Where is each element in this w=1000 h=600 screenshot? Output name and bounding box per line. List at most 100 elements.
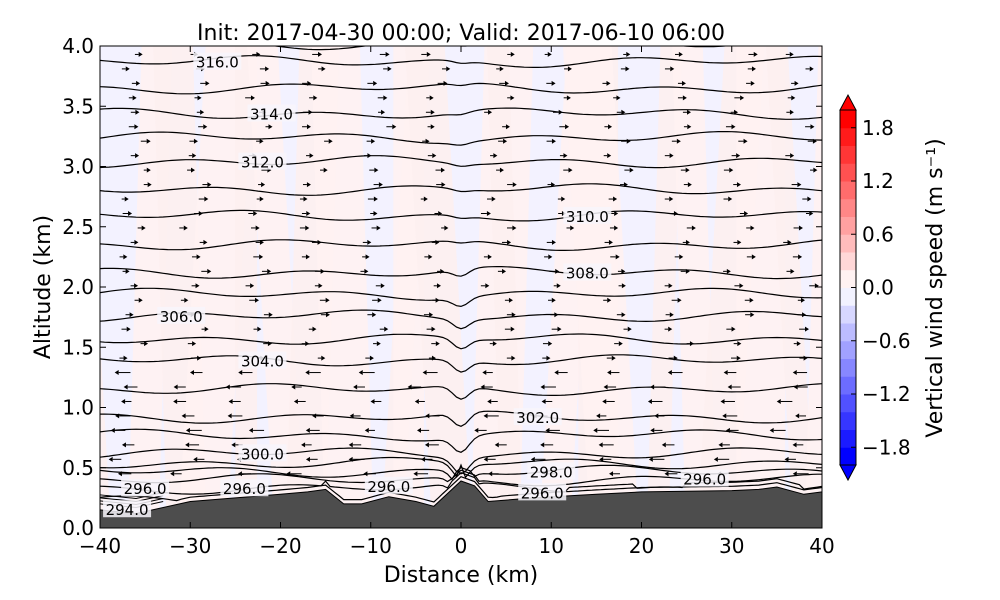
contour-label: 304.0 [241, 353, 284, 371]
wind-arrow-head [739, 283, 744, 289]
contour-line-302 [100, 410, 822, 427]
y-tick-label: 3.5 [62, 94, 94, 118]
wind-arrow-head [673, 355, 678, 361]
wind-arrow-head [540, 384, 545, 390]
wind-arrow-head [364, 427, 369, 433]
x-tick-label: 10 [539, 534, 564, 558]
contour-label: 300.0 [241, 445, 284, 463]
wind-arrow-head [511, 312, 516, 318]
wind-arrow-head [305, 370, 310, 376]
contour-label-bg [680, 469, 729, 487]
wind-arrow-head [190, 370, 195, 376]
wind-arrow-head [681, 80, 686, 86]
wind-arrow-head [686, 109, 691, 115]
wind-arrow-head [621, 109, 626, 115]
wind-arrow-head [435, 239, 440, 245]
wind-arrow-head [407, 384, 412, 390]
contour-line-299 [100, 456, 822, 479]
wind-arrow-head [540, 442, 545, 448]
colorbar-level [840, 305, 856, 324]
wind-arrow-head [372, 312, 377, 318]
wind-arrow-head [678, 51, 683, 57]
wind-arrow-head [510, 326, 515, 332]
wind-arrow-head [558, 109, 563, 115]
wind-arrow-head [483, 456, 488, 462]
wind-arrow-head [309, 153, 314, 159]
wind-arrow-head [237, 471, 242, 477]
wind-arrow-head [796, 341, 801, 347]
wind-arrow-head [312, 326, 317, 332]
contour-label-bg [238, 152, 287, 170]
wind-arrow-head [546, 355, 551, 361]
wind-arrow-head [307, 80, 312, 86]
wind-arrow-head [440, 268, 445, 274]
wind-arrow-head [618, 341, 623, 347]
wind-arrow-head [803, 355, 808, 361]
vertical-wind-band [766, 46, 815, 528]
wind-arrow-head [371, 138, 376, 144]
x-axis: −40 −30 −20 −10 0 10 20 30 40 [79, 46, 835, 558]
wind-arrow-head [687, 182, 692, 188]
wind-arrow-head [797, 182, 802, 188]
wind-arrow-head [530, 456, 535, 462]
contour-label: 302.0 [516, 409, 559, 427]
y-tick-label: 1.0 [62, 396, 94, 420]
colorbar-tick-label: 0.0 [862, 276, 894, 300]
wind-arrow-head [376, 341, 381, 347]
wind-arrow-head [383, 95, 388, 101]
contour-line-306 [100, 309, 822, 330]
wind-arrow-head [181, 413, 186, 419]
wind-arrow-head [483, 413, 488, 419]
wind-arrow-head [207, 268, 212, 274]
wind-arrow-head [548, 254, 553, 260]
wind-arrow-head [676, 138, 681, 144]
vertical-wind-band [487, 46, 523, 528]
wind-arrow-head [248, 427, 253, 433]
wind-arrow-head [348, 442, 353, 448]
wind-arrow-head [441, 182, 446, 188]
wind-arrow-head [259, 254, 264, 260]
wind-arrow-head [563, 153, 568, 159]
wind-arrow-head [743, 138, 748, 144]
contour-label: 306.0 [160, 308, 203, 326]
wind-arrow-head [117, 471, 122, 477]
wind-arrow-head [134, 239, 139, 245]
contour-line-310 [100, 209, 822, 222]
wind-arrow-head [250, 283, 255, 289]
wind-arrow-head [426, 51, 431, 57]
wind-arrow-head [682, 95, 687, 101]
wind-arrow-head [195, 283, 200, 289]
wind-arrow-head [376, 225, 381, 231]
wind-arrow-head [204, 196, 209, 202]
wind-arrow-head [317, 239, 322, 245]
wind-arrow-head [499, 66, 504, 72]
wind-arrow-head [626, 51, 631, 57]
x-tick-label: 0 [455, 534, 468, 558]
wind-arrow-head [422, 370, 427, 376]
wind-arrow-head [488, 109, 493, 115]
wind-arrow-head [731, 326, 736, 332]
wind-arrow-head [197, 95, 202, 101]
wind-arrow-head [795, 413, 800, 419]
wind-arrow-head [607, 153, 612, 159]
wind-arrow-head [750, 80, 755, 86]
wind-arrow-head [789, 51, 794, 57]
y-tick-label: 2.0 [62, 275, 94, 299]
wind-arrow-head [128, 210, 133, 216]
wind-arrow-head [485, 283, 490, 289]
wind-arrow-head [432, 153, 437, 159]
colorbar-level [840, 198, 856, 217]
wind-arrow-head [231, 442, 236, 448]
wind-arrow-head [255, 225, 260, 231]
wind-arrow-head [250, 95, 255, 101]
colorbar-level [840, 110, 856, 129]
wind-arrow-head [367, 239, 372, 245]
wind-arrow-head [141, 225, 146, 231]
contour-line-305 [100, 333, 822, 350]
contour-label: 310.0 [566, 208, 609, 226]
wind-arrow-head [727, 384, 732, 390]
wind-arrow-head [123, 355, 128, 361]
wind-arrow-head [257, 326, 262, 332]
wind-arrow-head [364, 268, 369, 274]
contour-line-304 [100, 354, 822, 373]
